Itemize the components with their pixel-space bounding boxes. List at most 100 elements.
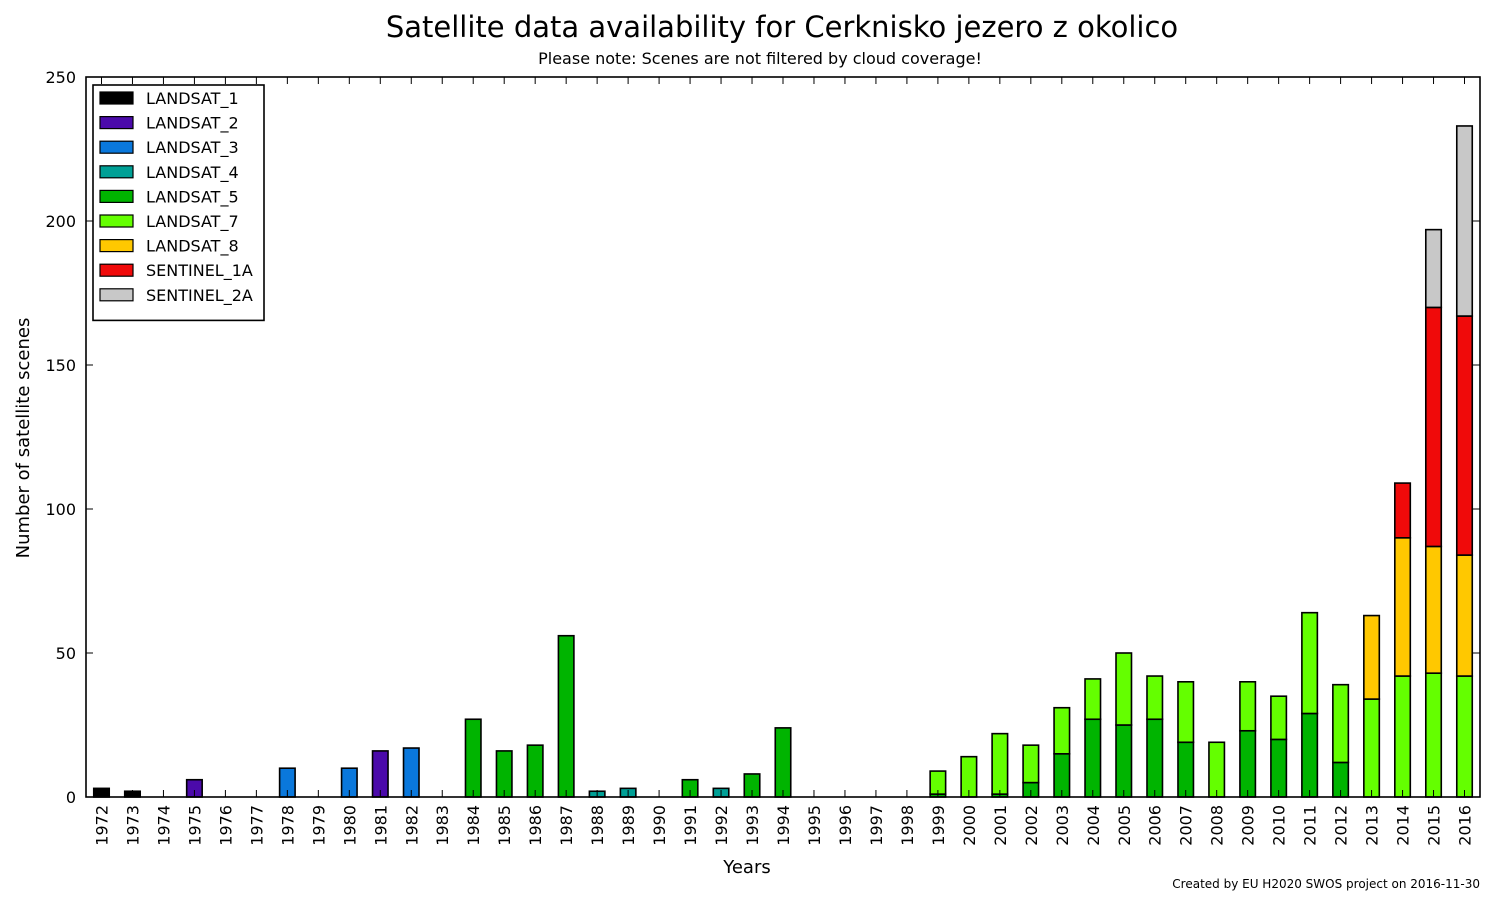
bar-landsat_5-2004: [1084, 718, 1102, 798]
x-tick-label-2002: 2002: [1022, 805, 1041, 846]
x-tick-label-1972: 1972: [92, 805, 111, 846]
x-tick-label-1985: 1985: [495, 805, 514, 846]
bar-landsat_7-2006: [1146, 675, 1164, 721]
bar-landsat_7-2009: [1239, 680, 1257, 732]
legend-swatch-landsat_1: [99, 91, 134, 105]
bar-landsat_5-1986: [526, 744, 544, 798]
x-tick-label-1980: 1980: [340, 805, 359, 846]
x-tick-label-2010: 2010: [1270, 805, 1289, 846]
bar-landsat_7-2008: [1208, 741, 1226, 798]
bar-landsat_7-2010: [1270, 695, 1288, 741]
bar-landsat_8-2015: [1424, 545, 1443, 674]
bar-landsat_5-2007: [1177, 741, 1195, 798]
legend-swatch-landsat_8: [99, 239, 134, 253]
x-tick-label-1973: 1973: [123, 805, 142, 846]
bar-landsat_7-2004: [1084, 678, 1102, 721]
x-tick-label-1994: 1994: [774, 805, 793, 846]
x-tick-label-1997: 1997: [867, 805, 886, 846]
bar-landsat_5-2011: [1301, 712, 1319, 798]
bar-landsat_8-2016: [1455, 554, 1474, 677]
y-tick-label: 150: [45, 356, 76, 375]
x-tick-label-1979: 1979: [309, 805, 328, 846]
x-tick-label-2009: 2009: [1239, 805, 1258, 846]
x-tick-label-1988: 1988: [588, 805, 607, 846]
bar-landsat_5-2010: [1270, 738, 1288, 798]
x-tick-label-1998: 1998: [898, 805, 917, 846]
bar-landsat_7-2001: [991, 732, 1009, 795]
x-tick-label-1993: 1993: [743, 805, 762, 846]
legend-swatch-landsat_3: [99, 140, 134, 154]
bar-landsat_7-2013: [1363, 698, 1381, 798]
x-tick-label-1991: 1991: [681, 805, 700, 846]
bar-landsat_7-2011: [1301, 611, 1319, 715]
x-tick-label-2008: 2008: [1208, 805, 1227, 846]
x-tick-label-1981: 1981: [371, 805, 390, 846]
x-tick-label-2013: 2013: [1363, 805, 1382, 846]
y-tick-label: 200: [45, 212, 76, 231]
bar-landsat_7-2005: [1115, 652, 1133, 726]
x-tick-label-1992: 1992: [712, 805, 731, 846]
y-tick-label: 0: [66, 788, 76, 807]
legend-swatch-landsat_2: [99, 115, 134, 130]
bar-landsat_7-2003: [1053, 706, 1071, 755]
x-tick-label-1984: 1984: [464, 805, 483, 846]
bar-landsat_7-2007: [1177, 680, 1195, 744]
x-tick-label-2006: 2006: [1146, 805, 1165, 846]
y-tick-label: 50: [56, 644, 76, 663]
x-tick-label-1999: 1999: [929, 805, 948, 846]
legend-label-landsat_2: LANDSAT_2: [146, 114, 239, 134]
bar-landsat_5-2009: [1239, 729, 1257, 798]
x-tick-label-2003: 2003: [1053, 805, 1072, 846]
x-tick-label-2000: 2000: [960, 805, 979, 846]
legend-label-landsat_3: LANDSAT_3: [146, 138, 239, 158]
legend-label-landsat_1: LANDSAT_1: [146, 89, 239, 109]
bar-landsat_7-2002: [1022, 744, 1040, 784]
bar-landsat_7-2014: [1394, 675, 1412, 798]
bar-landsat_5-1987: [557, 634, 575, 798]
bar-landsat_3-1982: [402, 747, 420, 798]
x-tick-label-1978: 1978: [278, 805, 297, 846]
bar-landsat_8-2014: [1394, 536, 1412, 677]
bar-sentinel_1a-2015: [1424, 306, 1443, 548]
legend-label-landsat_7: LANDSAT_7: [146, 212, 239, 232]
chart-footer: Created by EU H2020 SWOS project on 2016…: [1172, 877, 1480, 891]
legend-label-landsat_4: LANDSAT_4: [146, 163, 239, 183]
x-tick-label-1974: 1974: [154, 805, 173, 846]
legend-swatch-sentinel_1a: [99, 263, 134, 277]
x-tick-label-1976: 1976: [216, 805, 235, 846]
x-tick-label-2016: 2016: [1456, 805, 1475, 846]
x-tick-label-2011: 2011: [1301, 805, 1320, 846]
x-tick-label-1989: 1989: [619, 805, 638, 846]
legend-swatch-sentinel_2a: [99, 288, 134, 302]
x-tick-label-1990: 1990: [650, 805, 669, 846]
x-axis-label: Years: [722, 857, 771, 878]
chart-title: Satellite data availability for Cerknisk…: [385, 10, 1179, 44]
x-tick-label-2007: 2007: [1177, 805, 1196, 846]
bars-group: [92, 125, 1474, 798]
x-tick-label-1977: 1977: [247, 805, 266, 846]
x-tick-label-1983: 1983: [433, 805, 452, 846]
y-tick-label: 100: [45, 500, 76, 519]
x-tick-label-2012: 2012: [1332, 805, 1351, 846]
chart-subtitle: Please note: Scenes are not filtered by …: [538, 49, 982, 68]
bar-landsat_7-2016: [1455, 675, 1474, 798]
x-tick-label-2005: 2005: [1115, 805, 1134, 846]
bar-sentinel_2a-2016: [1455, 125, 1474, 317]
x-tick-label-2001: 2001: [991, 805, 1010, 846]
x-tick-label-2004: 2004: [1084, 805, 1103, 846]
bar-landsat_5-1984: [464, 718, 482, 798]
x-tick-label-1986: 1986: [526, 805, 545, 846]
legend-label-sentinel_1a: SENTINEL_1A: [146, 261, 253, 281]
bar-sentinel_2a-2015: [1424, 228, 1443, 309]
y-axis-label: Number of satellite scenes: [13, 318, 34, 559]
x-tick-label-1996: 1996: [836, 805, 855, 846]
bar-sentinel_1a-2014: [1394, 482, 1412, 539]
plot-area: [86, 77, 1480, 797]
x-tick-label-1987: 1987: [557, 805, 576, 846]
x-tick-label-1975: 1975: [185, 805, 204, 846]
legend-label-landsat_8: LANDSAT_8: [146, 237, 239, 257]
x-tick-label-1995: 1995: [805, 805, 824, 846]
legend-swatch-landsat_7: [99, 214, 134, 228]
legend: LANDSAT_1 LANDSAT_2 LANDSAT_3 LANDSAT_4 LAND…: [92, 84, 265, 322]
